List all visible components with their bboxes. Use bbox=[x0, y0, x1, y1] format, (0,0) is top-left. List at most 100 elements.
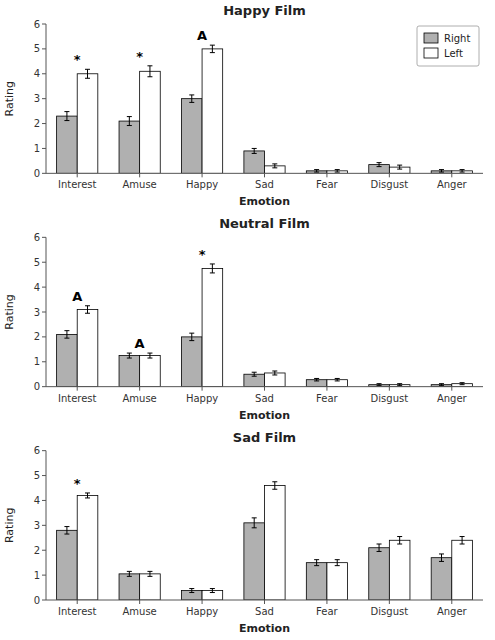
error-stem bbox=[191, 95, 192, 102]
error-stem bbox=[379, 544, 380, 551]
error-bar bbox=[439, 554, 444, 561]
error-cap bbox=[335, 172, 340, 173]
error-cap bbox=[189, 592, 194, 593]
error-cap bbox=[397, 544, 402, 545]
error-cap bbox=[397, 165, 402, 166]
error-cap bbox=[460, 544, 465, 545]
error-stem bbox=[66, 527, 67, 534]
error-bar bbox=[335, 170, 340, 172]
error-bar bbox=[127, 571, 132, 576]
error-bar bbox=[460, 537, 465, 544]
error-cap bbox=[439, 172, 444, 173]
x-tick-label: Disgust bbox=[371, 606, 409, 617]
error-cap bbox=[189, 588, 194, 589]
error-cap bbox=[252, 517, 257, 518]
error-cap bbox=[189, 340, 194, 341]
x-axis-label: Emotion bbox=[239, 409, 290, 422]
error-bar bbox=[147, 571, 152, 576]
y-tick bbox=[42, 336, 46, 337]
error-bar bbox=[252, 148, 257, 153]
y-tick bbox=[42, 600, 46, 601]
x-tick bbox=[451, 387, 452, 391]
error-cap bbox=[252, 153, 257, 154]
error-stem bbox=[254, 148, 255, 153]
error-stem bbox=[441, 554, 442, 561]
error-cap bbox=[252, 148, 257, 149]
x-tick bbox=[389, 387, 390, 391]
y-tick-label: 5 bbox=[34, 257, 40, 268]
x-tick bbox=[326, 173, 327, 177]
significance-marker: A bbox=[135, 336, 145, 351]
error-cap bbox=[439, 385, 444, 386]
error-cap bbox=[85, 492, 90, 493]
error-stem bbox=[337, 560, 338, 566]
error-bar bbox=[64, 331, 69, 338]
error-cap bbox=[127, 353, 132, 354]
error-bar bbox=[85, 306, 90, 313]
y-tick bbox=[42, 287, 46, 288]
x-tick bbox=[389, 600, 390, 604]
error-stem bbox=[212, 264, 213, 273]
error-bar bbox=[85, 69, 90, 78]
error-cap bbox=[210, 588, 215, 589]
x-axis-label: Emotion bbox=[239, 195, 290, 208]
error-cap bbox=[127, 125, 132, 126]
error-cap bbox=[252, 376, 257, 377]
error-stem bbox=[149, 353, 150, 358]
error-bar bbox=[147, 353, 152, 358]
bar bbox=[140, 71, 161, 173]
error-cap bbox=[85, 497, 90, 498]
y-tick-label: 0 bbox=[34, 168, 40, 179]
bar bbox=[389, 540, 410, 600]
error-cap bbox=[64, 338, 69, 339]
legend-frame bbox=[417, 26, 479, 66]
bar bbox=[244, 523, 265, 600]
error-bar bbox=[314, 378, 319, 380]
error-cap bbox=[314, 169, 319, 170]
y-tick bbox=[42, 361, 46, 362]
y-tick bbox=[42, 550, 46, 551]
y-tick-label: 3 bbox=[34, 307, 40, 318]
y-tick bbox=[42, 148, 46, 149]
legend-label: Left bbox=[444, 48, 463, 59]
error-cap bbox=[397, 383, 402, 384]
x-tick bbox=[77, 387, 78, 391]
x-tick-label: Anger bbox=[437, 393, 468, 404]
y-tick-label: 2 bbox=[34, 331, 40, 342]
error-stem bbox=[129, 353, 130, 358]
error-cap bbox=[127, 358, 132, 359]
bar bbox=[119, 121, 140, 173]
x-tick bbox=[77, 173, 78, 177]
legend-swatch bbox=[424, 48, 438, 58]
bar bbox=[306, 563, 327, 600]
bar bbox=[452, 540, 473, 600]
x-tick-label: Fear bbox=[316, 393, 338, 404]
error-bar bbox=[147, 66, 152, 77]
error-stem bbox=[274, 482, 275, 489]
y-axis-line bbox=[46, 237, 47, 386]
x-tick-label: Sad bbox=[255, 393, 274, 404]
y-tick-label: 1 bbox=[34, 143, 40, 154]
x-tick-label: Amuse bbox=[122, 393, 156, 404]
x-tick bbox=[264, 600, 265, 604]
significance-marker: * bbox=[199, 247, 206, 262]
legend-label: Right bbox=[444, 33, 470, 44]
bar bbox=[140, 356, 161, 387]
bar bbox=[119, 356, 140, 387]
error-cap bbox=[147, 576, 152, 577]
figure: Happy Film0123456RatingInterestAmuseHapp… bbox=[0, 0, 495, 640]
error-cap bbox=[377, 385, 382, 386]
panel: Happy Film0123456RatingInterestAmuseHapp… bbox=[3, 3, 483, 208]
error-cap bbox=[314, 378, 319, 379]
x-tick bbox=[77, 600, 78, 604]
error-cap bbox=[377, 166, 382, 167]
error-cap bbox=[147, 353, 152, 354]
y-axis-label: Rating bbox=[3, 81, 16, 116]
y-tick bbox=[42, 475, 46, 476]
chart-title: Happy Film bbox=[223, 3, 306, 18]
error-bar bbox=[460, 383, 465, 385]
error-stem bbox=[191, 589, 192, 593]
x-tick-label: Disgust bbox=[371, 393, 409, 404]
error-bar bbox=[335, 378, 340, 380]
y-tick-label: 6 bbox=[34, 232, 40, 243]
